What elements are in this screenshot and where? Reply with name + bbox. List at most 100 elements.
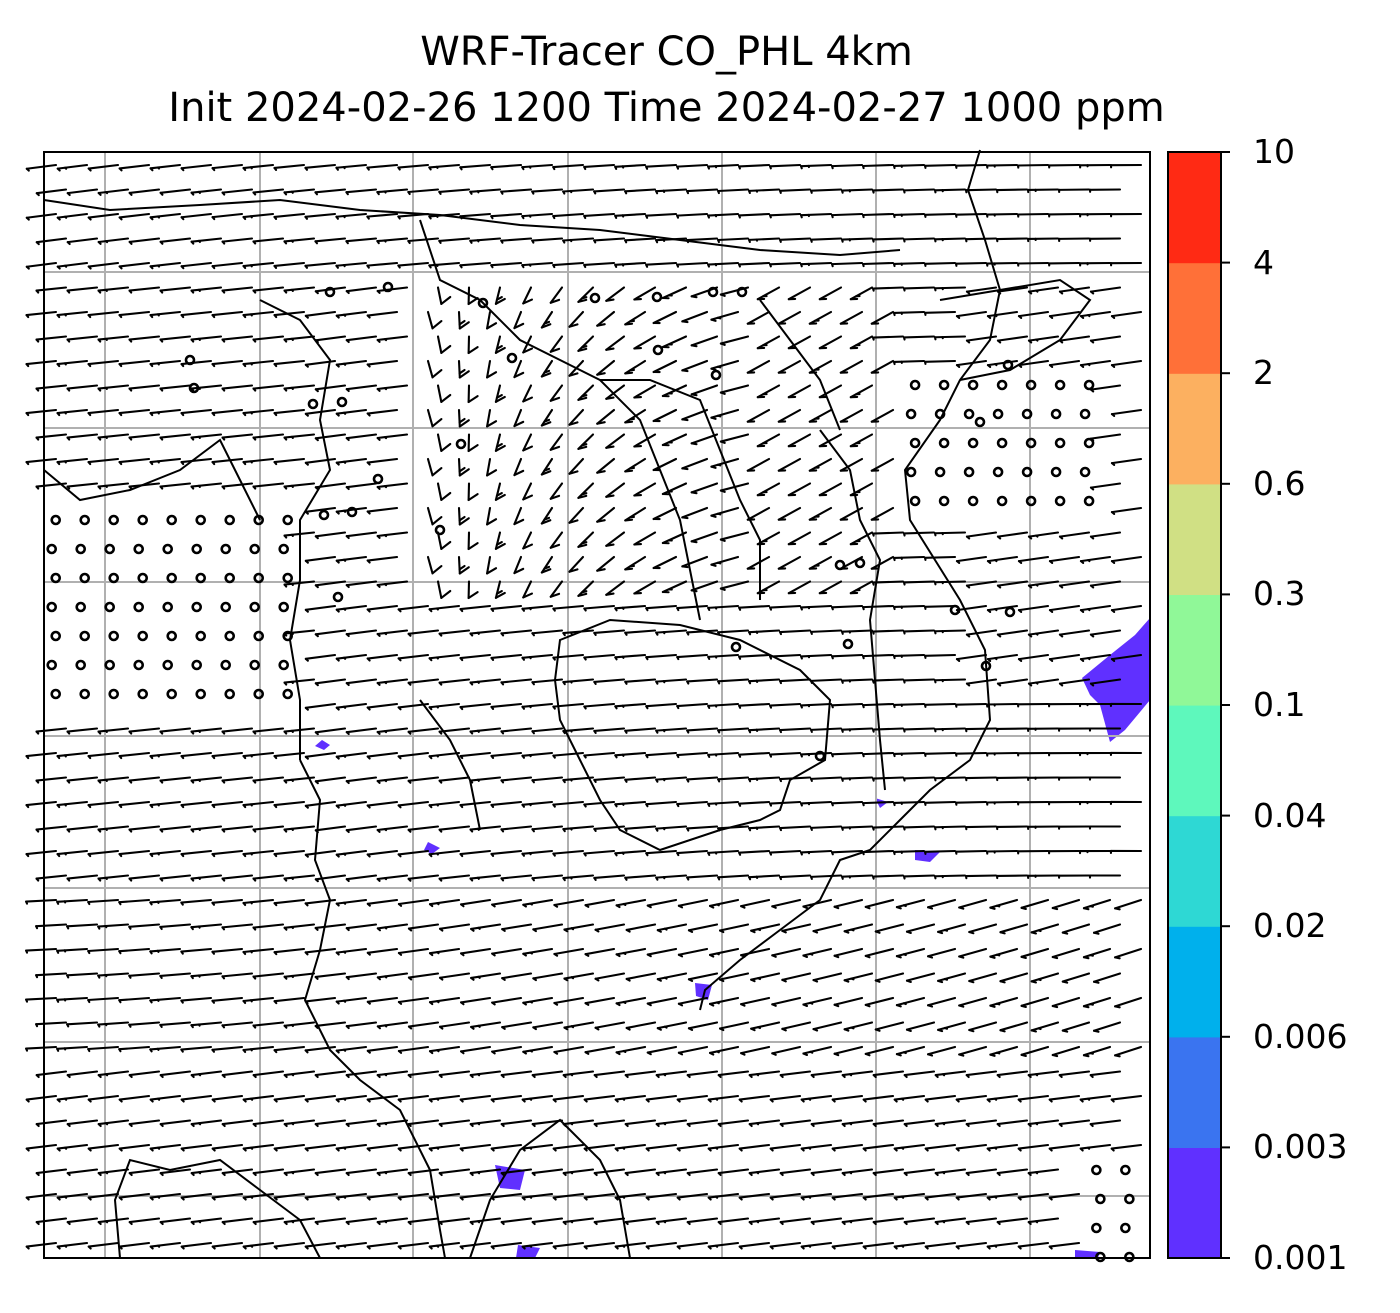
wind-barb-761 xyxy=(862,751,895,758)
wind-barb-498 xyxy=(756,531,781,546)
wind-barb-1104 xyxy=(491,996,523,1006)
wind-barb-1375 xyxy=(149,1192,182,1201)
wind-barb-516 xyxy=(513,555,525,575)
wind-barb-1448 xyxy=(335,1241,368,1250)
wind-barb-173 xyxy=(954,261,988,267)
wind-barb-240 xyxy=(839,310,864,325)
wind-barb-324 xyxy=(128,384,161,392)
wind-barb-587 xyxy=(1017,604,1050,613)
wind-barb-594 xyxy=(376,629,409,637)
wind-barb-741 xyxy=(242,751,275,760)
wind-barb-997 xyxy=(470,923,502,932)
wind-barb-175 xyxy=(1016,261,1050,267)
wind-barb-815 xyxy=(335,800,368,809)
wind-barb-602 xyxy=(624,629,657,636)
wind-barb-1069 xyxy=(501,972,533,981)
wind-barb-1203 xyxy=(252,1070,285,1079)
wind-barb-1295 xyxy=(903,1119,936,1128)
wind-barb-80 xyxy=(273,212,306,220)
wind-barb-251 xyxy=(66,335,99,343)
wind-barb-69 xyxy=(1026,188,1060,194)
wind-barb-1030 xyxy=(397,947,430,956)
calm-marker-127 xyxy=(730,641,742,653)
wind-barb-385 xyxy=(252,433,285,441)
wind-barb-714 xyxy=(500,727,533,735)
wind-barb-483 xyxy=(283,531,316,539)
wind-barb-608 xyxy=(810,629,843,635)
colorbar-tick-label: 0.04 xyxy=(1253,795,1327,835)
calm-marker-95 xyxy=(996,495,1008,507)
wind-barb-1216 xyxy=(655,1070,688,1079)
wind-barb-469 xyxy=(513,506,525,526)
wind-barb-87 xyxy=(490,212,523,220)
wind-barb-1289 xyxy=(717,1119,750,1128)
wind-barb-1442 xyxy=(149,1241,182,1250)
calm-marker-101 xyxy=(1095,1193,1106,1205)
wind-barb-146 xyxy=(118,261,151,270)
colorbar-segment-1 xyxy=(1168,1147,1221,1259)
wind-barb-1226 xyxy=(965,1070,998,1079)
wind-barb-836 xyxy=(985,800,1019,806)
wind-barb-640 xyxy=(986,653,1019,662)
wind-barb-252 xyxy=(97,335,130,343)
wind-barb-89 xyxy=(552,212,585,220)
wind-barb-40 xyxy=(128,188,161,196)
wind-barb-1002 xyxy=(625,923,657,933)
wind-barb-627 xyxy=(583,653,616,661)
calm-marker-46 xyxy=(46,659,58,671)
wind-barb-347 xyxy=(849,384,874,399)
wind-barb-743 xyxy=(304,751,337,760)
wind-barb-1421 xyxy=(531,1217,564,1226)
wind-barb-573 xyxy=(583,604,616,612)
wind-barb-379 xyxy=(66,433,99,441)
wind-barb-1379 xyxy=(273,1192,306,1201)
wind-barb-541 xyxy=(436,580,452,599)
calm-marker-84 xyxy=(1083,437,1095,449)
wind-barb-700 xyxy=(66,727,99,735)
wind-barb-529 xyxy=(893,555,926,562)
wind-barb-666 xyxy=(933,678,967,684)
wind-barb-7 xyxy=(211,163,244,172)
wind-barb-93 xyxy=(676,212,709,219)
wind-barb-11 xyxy=(335,163,368,171)
wind-barb-1014 xyxy=(999,923,1029,935)
wind-barb-239 xyxy=(808,310,833,325)
calm-marker-78 xyxy=(909,437,921,449)
wind-barb-770 xyxy=(35,776,68,784)
wind-barb-1239 xyxy=(273,1094,306,1103)
wind-barb-854 xyxy=(438,825,471,833)
wind-barb-229 xyxy=(513,310,525,330)
wind-barb-123 xyxy=(500,237,533,244)
colorbar-segment-2 xyxy=(1168,1036,1221,1148)
wind-barb-874 xyxy=(1057,825,1091,830)
wind-barb-1326 xyxy=(769,1143,802,1152)
wind-barb-35 xyxy=(1078,163,1112,169)
wind-barb-1247 xyxy=(521,1094,554,1103)
wind-barb-661 xyxy=(779,678,812,685)
wind-barb-462 xyxy=(1089,482,1122,491)
calm-marker-59 xyxy=(166,688,178,700)
wind-barb-98 xyxy=(831,212,864,219)
calm-marker-16 xyxy=(220,543,232,555)
wind-barb-254 xyxy=(159,335,192,343)
wind-barb-1040 xyxy=(708,947,740,958)
wind-barb-537 xyxy=(283,580,316,588)
wind-barb-718 xyxy=(624,727,657,734)
wind-barb-1352 xyxy=(469,1168,502,1177)
wind-barb-1451 xyxy=(428,1241,461,1250)
wind-barb-1055 xyxy=(66,972,99,979)
wind-barb-259 xyxy=(314,335,347,344)
wind-barb-1085 xyxy=(999,972,1029,984)
wind-barb-1267 xyxy=(35,1119,68,1128)
calm-marker-11 xyxy=(75,543,87,555)
wind-barb-551 xyxy=(719,580,750,591)
wind-barb-82 xyxy=(335,212,368,220)
wind-barb-142 xyxy=(1088,237,1122,242)
wind-barb-1461 xyxy=(738,1241,771,1250)
calm-marker-67 xyxy=(996,379,1008,391)
wind-barb-1376 xyxy=(180,1192,213,1201)
wind-barb-1393 xyxy=(707,1192,740,1201)
wind-barb-1370 xyxy=(1027,1168,1060,1177)
wind-barb-396 xyxy=(605,433,626,449)
wind-barb-711 xyxy=(407,727,440,735)
